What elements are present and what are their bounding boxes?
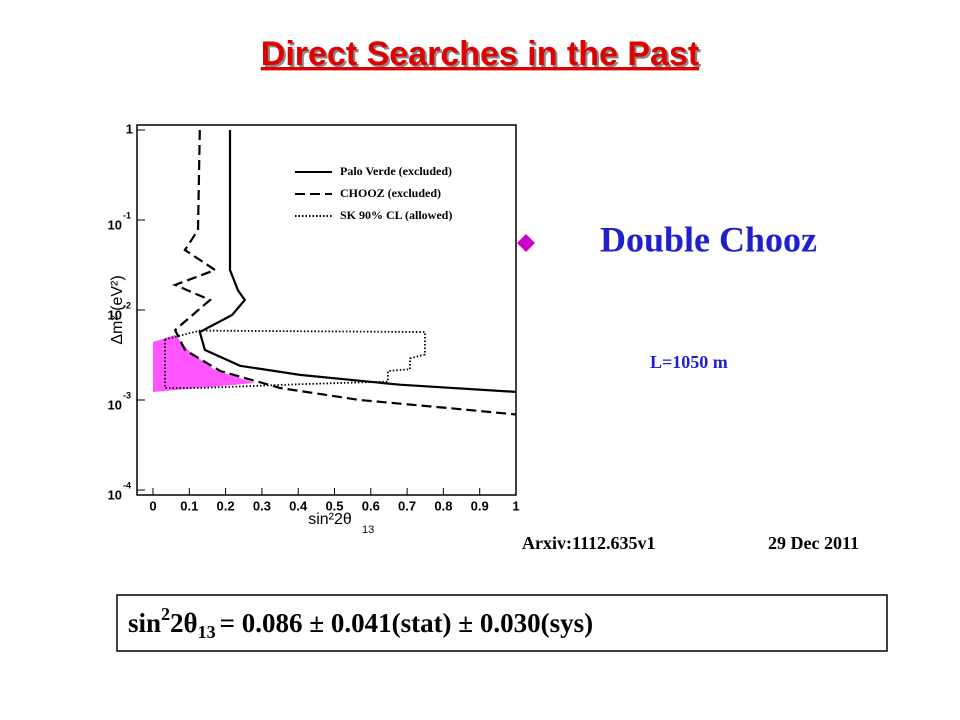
plot-frame [136,124,517,496]
result: sin22θ13 = 0.086 ± 0.041(stat) ± 0.030(sy… [128,604,593,642]
title: Direct Searches in the Past [261,35,699,73]
y-tick-label: 10 [108,487,122,502]
result-sub: 13 [198,622,216,642]
x-tick-label: 0.4 [289,498,308,513]
x-tick-label: 0.3 [253,498,271,513]
legend-label: Palo Verde (excluded) [340,164,452,178]
result-func: sin [128,608,161,638]
y-tick-label: 1 [126,121,133,136]
y-tick-exponent: -2 [123,300,131,310]
x-tick-label: 0.9 [471,498,489,513]
date: 29 Dec 2011 [768,533,859,553]
x-tick-label: 0.5 [325,498,343,513]
baseline: L=1050 m [650,352,728,372]
x-tick-label: 0.1 [180,498,198,513]
arxiv: Arxiv:1112.635v1 [522,533,656,553]
x-tick-label: 0.2 [217,498,235,513]
x-axis-label-sub: 13 [362,524,374,536]
allowed-region [153,335,255,392]
series-line [164,329,426,389]
result-box [116,594,888,652]
y-tick-exponent: -1 [123,210,131,220]
x-tick-label: 0.6 [362,498,380,513]
x-tick-label: 1 [512,498,519,513]
series-line [172,129,517,416]
series-line [198,130,517,393]
bullet-icon [517,234,535,252]
y-tick-label: 10 [108,307,122,322]
y-tick-label: 10 [108,397,122,412]
y-tick-label: 10 [108,217,122,232]
x-axis-label: sin²2θ [308,511,352,528]
y-axis-label: Δm² (eV²) [109,275,126,344]
y-tick-exponent: -4 [123,480,131,490]
title-shadow: Direct Searches in the Past [263,37,701,75]
x-tick-label: 0.7 [398,498,416,513]
x-tick-label: 0.8 [434,498,452,513]
result-rhs: = 0.086 ± 0.041(stat) ± 0.030(sys) [220,608,594,638]
legend-label: CHOOZ (excluded) [340,186,441,200]
legend-label: SK 90% CL (allowed) [340,208,452,222]
result-arg: 2θ [170,608,198,638]
x-tick-label: 0 [149,498,156,513]
bullet-text: Double Chooz [600,219,817,259]
y-tick-exponent: -3 [123,390,131,400]
result-exp: 2 [161,604,170,624]
